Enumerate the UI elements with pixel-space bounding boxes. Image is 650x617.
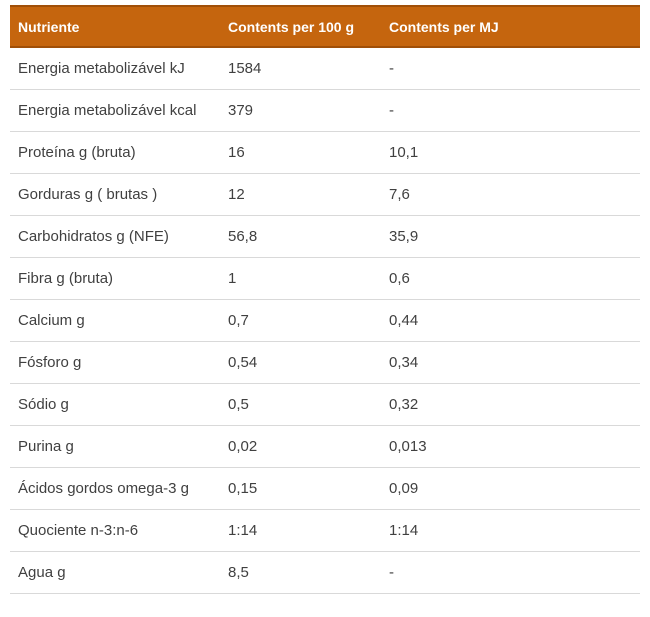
value-per-100g: 379 bbox=[228, 102, 254, 119]
value-per-mj: 0,32 bbox=[389, 396, 419, 413]
nutrient-name: Energia metabolizável kcal bbox=[18, 102, 197, 119]
value-per-mj: 0,09 bbox=[389, 480, 419, 497]
nutrient-name: Agua g bbox=[18, 564, 66, 581]
value-per-mj: 0,34 bbox=[389, 354, 419, 371]
nutrient-name: Carbohidratos g (NFE) bbox=[18, 228, 169, 245]
table-row: Sódio g 0,5 0,32 bbox=[10, 384, 640, 426]
value-per-100g: 16 bbox=[228, 144, 245, 161]
value-per-mj: 0,013 bbox=[389, 438, 427, 455]
value-per-100g: 0,15 bbox=[228, 480, 258, 497]
value-per-mj: - bbox=[389, 564, 394, 581]
nutrient-name: Calcium g bbox=[18, 312, 85, 329]
table-row: Agua g 8,5 - bbox=[10, 552, 640, 594]
column-header-per-100g: Contents per 100 g bbox=[228, 18, 355, 35]
nutrient-name: Sódio g bbox=[18, 396, 69, 413]
value-per-100g: 0,54 bbox=[228, 354, 258, 371]
table-row: Gorduras g ( brutas ) 12 7,6 bbox=[10, 174, 640, 216]
nutrition-table: Nutriente Contents per 100 g Contents pe… bbox=[10, 5, 640, 594]
value-per-mj: 35,9 bbox=[389, 228, 419, 245]
value-per-100g: 0,5 bbox=[228, 396, 249, 413]
table-row: Fósforo g 0,54 0,34 bbox=[10, 342, 640, 384]
nutrient-name: Energia metabolizável kJ bbox=[18, 60, 185, 77]
table-row: Purina g 0,02 0,013 bbox=[10, 426, 640, 468]
value-per-100g: 12 bbox=[228, 186, 245, 203]
value-per-mj: - bbox=[389, 102, 394, 119]
table-header-row: Nutriente Contents per 100 g Contents pe… bbox=[10, 5, 640, 48]
value-per-100g: 1584 bbox=[228, 60, 262, 77]
table-row: Energia metabolizável kcal 379 - bbox=[10, 90, 640, 132]
nutrient-name: Quociente n-3:n-6 bbox=[18, 522, 139, 539]
value-per-100g: 56,8 bbox=[228, 228, 258, 245]
value-per-mj: - bbox=[389, 60, 394, 77]
value-per-mj: 0,6 bbox=[389, 270, 410, 287]
nutrient-name: Gorduras g ( brutas ) bbox=[18, 186, 158, 203]
value-per-100g: 8,5 bbox=[228, 564, 249, 581]
value-per-mj: 1:14 bbox=[389, 522, 419, 539]
value-per-100g: 0,02 bbox=[228, 438, 258, 455]
value-per-mj: 7,6 bbox=[389, 186, 410, 203]
nutrient-name: Purina g bbox=[18, 438, 74, 455]
column-header-per-mj: Contents per MJ bbox=[389, 18, 499, 35]
value-per-100g: 1 bbox=[228, 270, 237, 287]
table-row: Fibra g (bruta) 1 0,6 bbox=[10, 258, 640, 300]
value-per-100g: 0,7 bbox=[228, 312, 249, 329]
table-body: Energia metabolizável kJ 1584 - Energia … bbox=[10, 48, 640, 594]
table-row: Carbohidratos g (NFE) 56,8 35,9 bbox=[10, 216, 640, 258]
table-row: Quociente n-3:n-6 1:14 1:14 bbox=[10, 510, 640, 552]
value-per-100g: 1:14 bbox=[228, 522, 258, 539]
nutrient-name: Proteína g (bruta) bbox=[18, 144, 136, 161]
nutrient-name: Fibra g (bruta) bbox=[18, 270, 114, 287]
nutrient-name: Fósforo g bbox=[18, 354, 82, 371]
table-row: Energia metabolizável kJ 1584 - bbox=[10, 48, 640, 90]
table-row: Calcium g 0,7 0,44 bbox=[10, 300, 640, 342]
value-per-mj: 10,1 bbox=[389, 144, 419, 161]
column-header-nutrient: Nutriente bbox=[18, 18, 80, 35]
table-row: Proteína g (bruta) 16 10,1 bbox=[10, 132, 640, 174]
value-per-mj: 0,44 bbox=[389, 312, 419, 329]
nutrient-name: Ácidos gordos omega-3 g bbox=[18, 480, 189, 497]
table-row: Ácidos gordos omega-3 g 0,15 0,09 bbox=[10, 468, 640, 510]
